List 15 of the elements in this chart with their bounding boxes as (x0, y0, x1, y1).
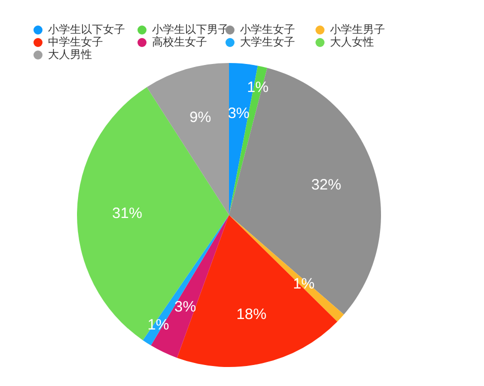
data-label: 9% (189, 108, 212, 126)
legend-label: 大人女性 (330, 36, 374, 48)
data-label: 1% (147, 316, 170, 334)
legend-label: 中学生女子 (48, 36, 103, 48)
data-label: 18% (236, 306, 266, 323)
data-label: 3% (174, 298, 196, 316)
legend-label: 大学生女子 (240, 36, 295, 48)
legend-label: 小学生男子 (330, 23, 385, 36)
legend-label: 小学生以下女子 (48, 23, 125, 36)
legend-label: 高校生女子 (152, 36, 207, 48)
data-label: 1% (292, 276, 315, 293)
data-label: 31% (112, 204, 142, 222)
legend-label: 大人男性 (48, 48, 92, 61)
legend-label: 小学生女子 (240, 23, 295, 36)
data-label: 32% (311, 176, 342, 194)
